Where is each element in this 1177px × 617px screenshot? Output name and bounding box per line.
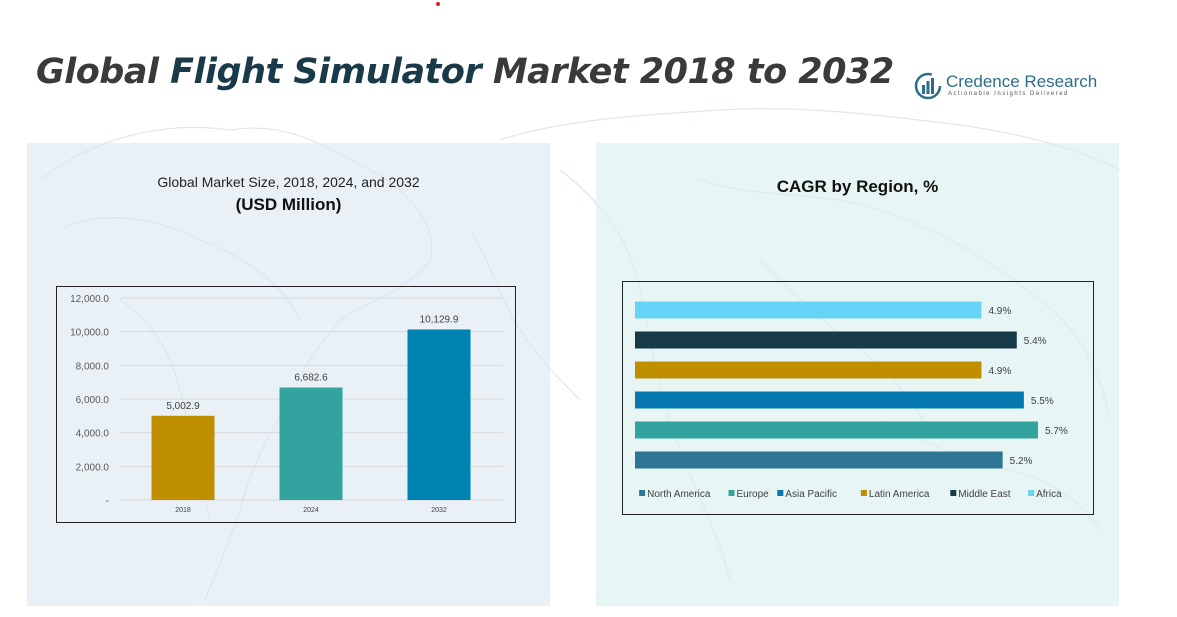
y-tick-label: 10,000.0 — [70, 328, 109, 339]
data-label: 5,002.9 — [166, 401, 200, 412]
y-tick-label: 2,000.0 — [76, 462, 110, 473]
bar — [635, 391, 1024, 409]
y-tick-label: 6,000.0 — [76, 395, 110, 406]
bar — [635, 301, 982, 319]
y-tick-label: 8,000.0 — [76, 361, 110, 372]
bar — [635, 361, 982, 379]
cagr-chart-frame: 4.9% 5.4% 4.9% 5.5% 5.7% 5.2% North America Eur… — [622, 281, 1094, 515]
market-size-chart-frame: - 2,000.0 4,000.0 6,000.0 8,000.0 10,000.0 12,… — [56, 286, 516, 523]
cagr-bar-chart: 4.9% 5.4% 4.9% 5.5% 5.7% 5.2% North America Eur… — [635, 301, 1068, 500]
legend-swatch — [860, 490, 867, 496]
data-label: 6,682.6 — [294, 373, 328, 384]
legend-label: Europe — [737, 489, 770, 500]
bar — [407, 329, 471, 500]
page-title: Global Flight Simulator Market 2018 to 2… — [36, 52, 894, 92]
legend-swatch — [950, 490, 957, 496]
legend-label: Middle East — [958, 489, 1010, 500]
data-label: 5.4% — [1024, 336, 1047, 347]
legend-label: Latin America — [869, 489, 930, 500]
legend-swatch — [777, 490, 784, 496]
brand-logo[interactable]: Credence Research Actionable Insights De… — [914, 70, 1104, 104]
market-size-unit: (USD Million) — [235, 195, 342, 214]
red-dot-mark — [436, 2, 440, 6]
x-tick-label: 2032 — [431, 507, 447, 514]
x-tick-label: 2024 — [303, 507, 319, 514]
data-label: 5.5% — [1031, 396, 1054, 407]
brand-tagline: Actionable Insights Delivered — [948, 91, 1069, 97]
y-tick-label: 4,000.0 — [76, 429, 110, 440]
brand-name: Credence Research — [946, 72, 1098, 91]
bar — [635, 421, 1038, 439]
legend-swatch — [1028, 490, 1035, 496]
data-label: 5.7% — [1045, 426, 1068, 437]
data-label: 4.9% — [988, 366, 1011, 377]
data-label: 5.2% — [1010, 456, 1033, 467]
bar — [151, 415, 215, 500]
bar — [635, 331, 1017, 349]
title-part-2: Flight Simulator — [170, 52, 482, 92]
market-size-subtitle: Global Market Size, 2018, 2024, and 2032 — [157, 174, 420, 190]
legend-label: Africa — [1036, 489, 1062, 500]
title-part-3: Market 2018 to 2032 — [481, 52, 894, 92]
y-tick-label: - — [106, 496, 109, 507]
legend-swatch — [728, 490, 735, 496]
bar — [279, 387, 343, 500]
x-tick-label: 2018 — [175, 507, 191, 514]
data-label: 4.9% — [988, 306, 1011, 317]
legend-label: North America — [647, 489, 711, 500]
legend-label: Asia Pacific — [785, 489, 837, 500]
market-size-bar-chart: - 2,000.0 4,000.0 6,000.0 8,000.0 10,000.0 12,… — [70, 294, 503, 514]
bar — [635, 451, 1003, 469]
legend-swatch — [639, 490, 646, 496]
cagr-chart-title: CAGR by Region, % — [776, 177, 939, 196]
y-tick-label: 12,000.0 — [70, 294, 109, 305]
bar-chart-circle-icon — [914, 72, 942, 100]
title-part-1: Global — [36, 52, 171, 92]
data-label: 10,129.9 — [420, 314, 459, 325]
